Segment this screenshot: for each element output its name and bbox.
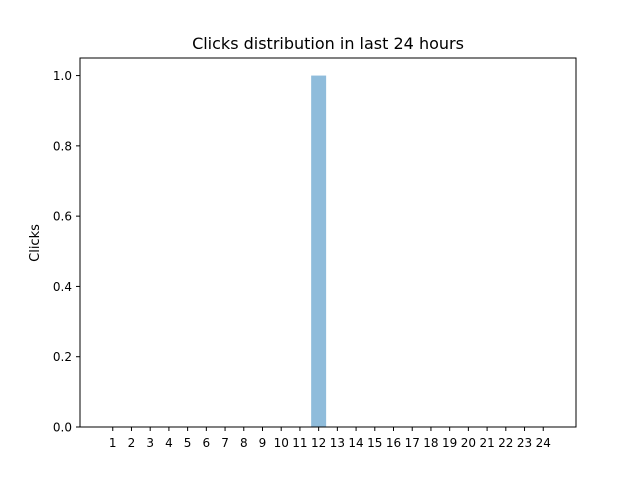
- y-tick-label: 0.0: [53, 421, 72, 435]
- y-tick-label: 0.2: [53, 350, 72, 364]
- x-tick-label: 18: [423, 436, 438, 450]
- x-tick-label: 10: [274, 436, 289, 450]
- x-tick-label: 15: [367, 436, 382, 450]
- x-tick-label: 24: [536, 436, 551, 450]
- x-tick-label: 19: [442, 436, 457, 450]
- plot-frame: [79, 57, 577, 428]
- y-tick-label: 0.4: [53, 280, 72, 294]
- x-tick-label: 21: [479, 436, 494, 450]
- x-tick-label: 12: [311, 436, 326, 450]
- x-tick-label: 9: [259, 436, 267, 450]
- bar-hour-12: [311, 75, 327, 428]
- chart-title: Clicks distribution in last 24 hours: [192, 34, 464, 53]
- y-tick-label: 0.6: [53, 210, 72, 224]
- x-tick-label: 1: [109, 436, 117, 450]
- bars-layer: [311, 75, 327, 428]
- y-tick-label: 1.0: [53, 69, 72, 83]
- x-tick-label: 16: [386, 436, 401, 450]
- x-tick-label: 7: [221, 436, 229, 450]
- x-tick-label: 13: [330, 436, 345, 450]
- x-tick-label: 11: [292, 436, 307, 450]
- x-tick-label: 6: [203, 436, 211, 450]
- x-tick-label: 8: [240, 436, 248, 450]
- x-tick-label: 22: [498, 436, 513, 450]
- x-tick-label: 17: [405, 436, 420, 450]
- x-tick-label: 5: [184, 436, 192, 450]
- x-tick-label: 4: [165, 436, 173, 450]
- x-tick-label: 2: [128, 436, 136, 450]
- x-tick-label: 20: [461, 436, 476, 450]
- x-tick-label: 3: [146, 436, 154, 450]
- x-tick-label: 14: [348, 436, 363, 450]
- axes-layer: 1 2 3 4 5 6 7 8 9 10 11 12 13 14 15 16 17 18 19 20 21 22 23 240…: [53, 69, 551, 450]
- y-axis-label: Clicks: [28, 224, 43, 262]
- y-tick-label: 0.8: [53, 139, 72, 153]
- x-tick-label: 23: [517, 436, 532, 450]
